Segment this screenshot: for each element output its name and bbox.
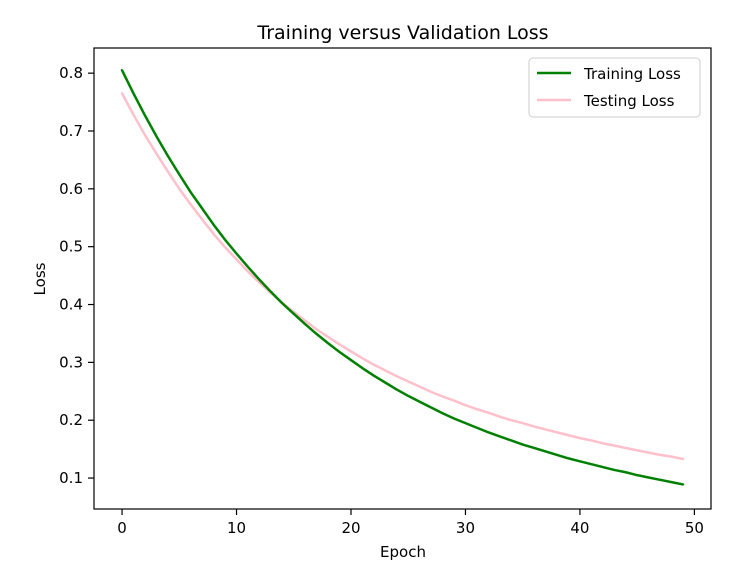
x-axis-label: Epoch	[380, 543, 426, 561]
x-tick-label: 0	[117, 519, 127, 537]
plot-area	[93, 47, 712, 510]
legend-label-testing: Testing Loss	[583, 92, 675, 110]
y-tick-label: 0.6	[59, 180, 83, 198]
x-tick-label: 40	[570, 519, 589, 537]
x-tick-label: 30	[456, 519, 475, 537]
x-axis-ticks: 0 10 20 30 40 50	[117, 509, 704, 537]
x-tick-label: 10	[227, 519, 246, 537]
y-tick-label: 0.8	[59, 64, 83, 82]
chart-title: Training versus Validation Loss	[256, 22, 548, 44]
x-tick-label: 50	[685, 519, 704, 537]
legend-box	[528, 57, 701, 118]
y-tick-label: 0.5	[59, 238, 83, 256]
legend: Training Loss Testing Loss	[528, 57, 701, 118]
series-layer	[120, 69, 685, 486]
y-tick-label: 0.7	[59, 122, 83, 140]
x-tick-label: 20	[341, 519, 360, 537]
y-axis-ticks: 0.1 0.2 0.3 0.4 0.5 0.6 0.7 0.8	[59, 64, 94, 487]
y-tick-label: 0.1	[59, 469, 83, 487]
y-axis-label: Loss	[31, 262, 49, 295]
y-tick-label: 0.3	[59, 353, 83, 371]
y-tick-label: 0.2	[59, 411, 83, 429]
axes-frame	[93, 47, 712, 510]
testing-loss-line	[120, 92, 685, 461]
plot-background	[94, 48, 711, 509]
legend-label-training: Training Loss	[583, 65, 681, 83]
training-loss-line	[120, 69, 685, 486]
y-tick-label: 0.4	[59, 296, 83, 314]
